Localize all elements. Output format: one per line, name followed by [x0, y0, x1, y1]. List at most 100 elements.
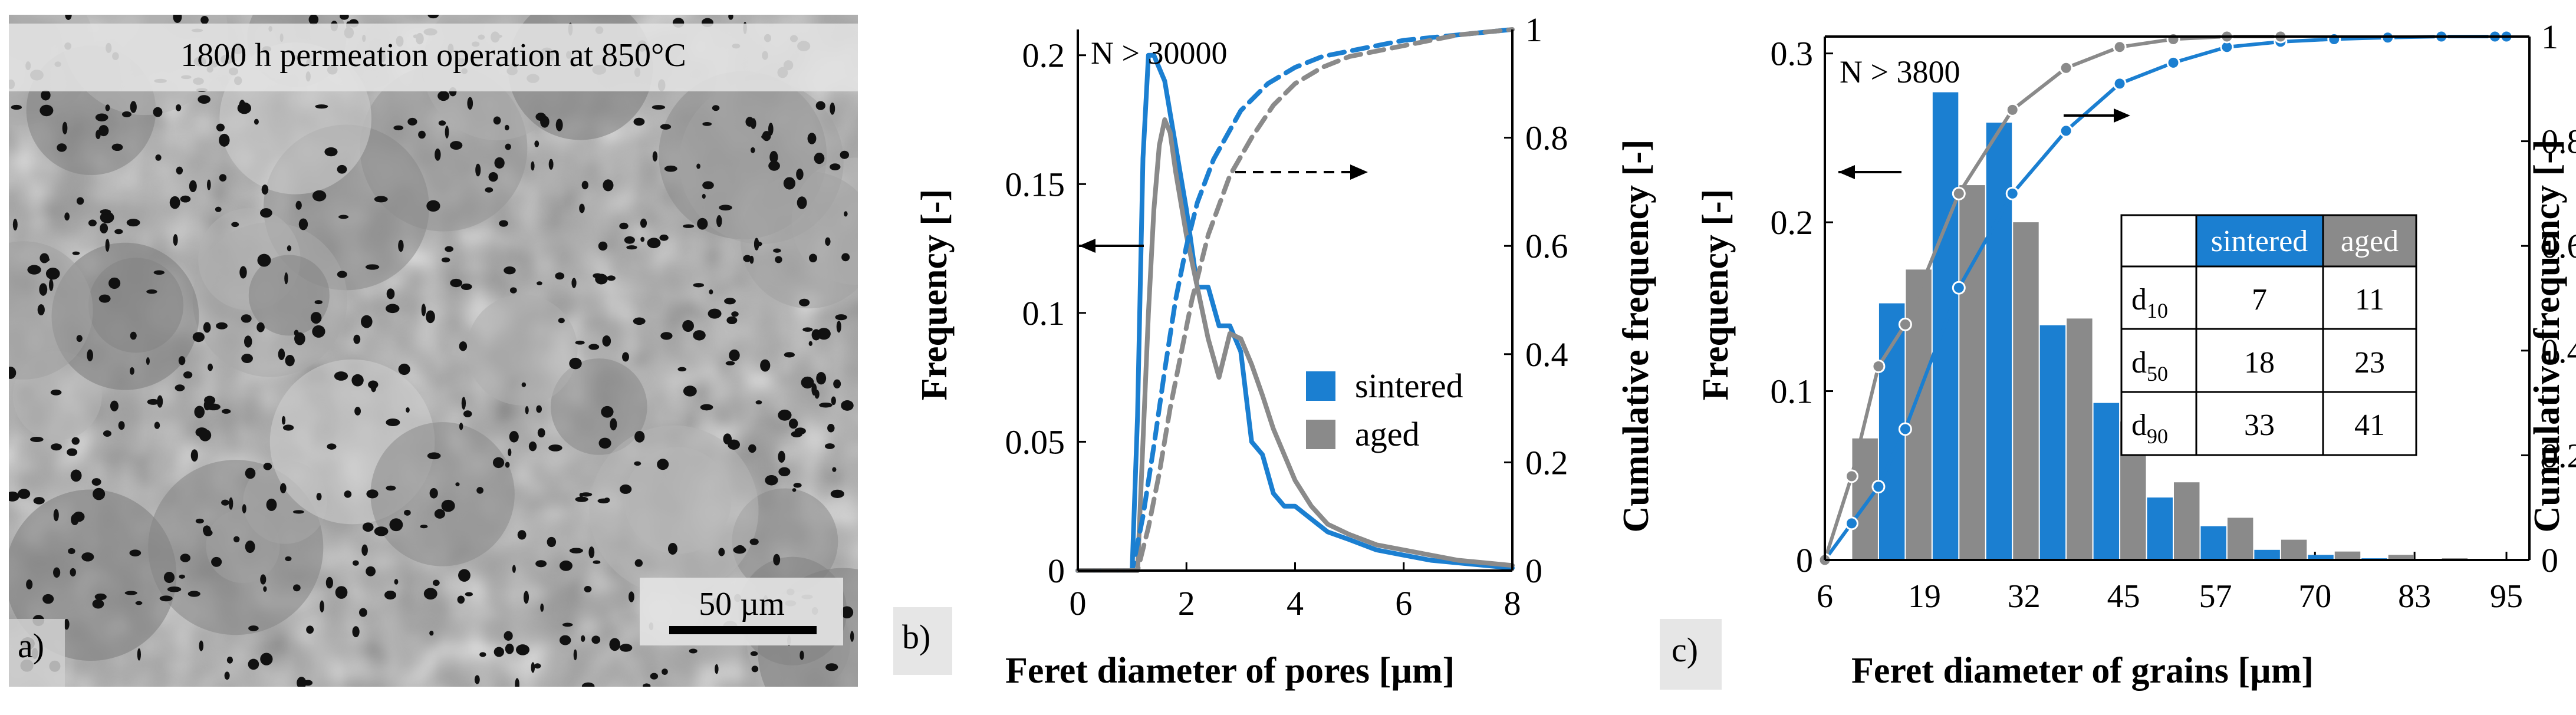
pore: [65, 15, 72, 20]
grain-region: [370, 422, 515, 566]
grain-size-table: sintered aged d10 7 11 d50 18 23 d90 33 …: [2120, 214, 2417, 456]
pore: [51, 443, 62, 451]
y2-tick-label: 0.8: [1525, 119, 1568, 157]
pore: [263, 586, 267, 592]
pore: [199, 429, 212, 441]
pore: [129, 549, 142, 557]
pore: [548, 159, 554, 170]
pore: [312, 325, 325, 338]
pore: [241, 314, 252, 323]
pore: [71, 513, 79, 525]
pore: [194, 406, 205, 419]
bar-aged: [2067, 318, 2093, 560]
y2-tick-label: 1: [1525, 11, 1542, 49]
pore-chart-x-title: Feret diameter of pores [µm]: [1005, 651, 1455, 691]
bar-aged: [2334, 551, 2361, 560]
pore: [525, 406, 529, 414]
pore: [200, 15, 209, 24]
pore: [602, 335, 611, 347]
pore: [203, 322, 211, 333]
pore: [534, 663, 541, 669]
pore: [622, 352, 629, 362]
pore: [598, 241, 608, 251]
pore: [316, 493, 322, 500]
pore: [460, 283, 472, 291]
pore: [479, 652, 486, 657]
pore: [825, 663, 838, 671]
pore: [626, 245, 637, 250]
pore: [261, 184, 269, 195]
legend-label-aged: aged: [1355, 415, 1420, 453]
pore: [157, 395, 163, 408]
pore: [729, 349, 740, 361]
pore: [581, 635, 585, 642]
pore: [488, 172, 498, 182]
pore: [696, 163, 700, 169]
pore: [682, 319, 694, 332]
x-tick-label: 0: [1070, 584, 1087, 622]
pore: [534, 140, 539, 147]
pore: [64, 212, 70, 221]
pore: [835, 314, 847, 321]
pore: [17, 489, 31, 499]
pore: [76, 335, 83, 342]
pore: [619, 644, 633, 652]
pore: [569, 357, 582, 370]
pore: [750, 118, 756, 129]
pore: [91, 478, 101, 486]
x-tick-label: 8: [1504, 584, 1521, 622]
pore: [750, 147, 755, 153]
pore: [215, 206, 222, 212]
pore: [353, 334, 361, 344]
pore: [27, 265, 41, 275]
cumulative-point-aged: [2113, 40, 2127, 54]
pore: [743, 255, 752, 262]
pore: [263, 462, 272, 470]
pore: [769, 150, 778, 164]
pore: [226, 656, 233, 664]
pore: [784, 352, 795, 358]
pore: [39, 283, 48, 296]
panel-label-c-box: [1660, 619, 1722, 690]
pore: [841, 400, 854, 411]
pore: [728, 15, 733, 20]
pore: [593, 560, 601, 564]
x-tick-label: 70: [2298, 578, 2331, 615]
pore: [445, 126, 449, 139]
panel-label-a-box: [9, 619, 65, 687]
pore: [297, 677, 307, 687]
table-cell-sintered: 18: [2244, 346, 2275, 380]
grain-region: [206, 509, 280, 584]
pore: [581, 180, 588, 190]
pore: [206, 179, 211, 190]
pore: [335, 586, 348, 599]
pore: [420, 525, 428, 529]
pore: [559, 560, 573, 571]
pore: [100, 223, 108, 234]
pore: [105, 104, 110, 111]
pore: [536, 405, 542, 413]
pore: [386, 304, 400, 314]
frequency-line-sintered: [1075, 52, 1515, 573]
legend-label-sintered: sintered: [1355, 367, 1463, 405]
pore: [423, 588, 437, 600]
bar-aged: [2013, 222, 2039, 560]
pore: [87, 349, 93, 361]
pore: [814, 153, 825, 164]
pore: [96, 130, 101, 140]
pore: [334, 371, 348, 381]
pore: [266, 498, 277, 511]
pore: [306, 625, 314, 634]
pore: [537, 428, 545, 438]
y-tick-label: 0.1: [1022, 294, 1065, 332]
pore: [664, 165, 677, 172]
pore: [219, 133, 230, 147]
pore: [154, 421, 160, 429]
pore: [778, 409, 792, 421]
pore: [467, 97, 473, 110]
pore: [712, 105, 720, 111]
pore: [816, 372, 827, 385]
pore: [173, 15, 182, 23]
x-tick-label: 6: [1817, 578, 1833, 615]
pore: [619, 484, 632, 494]
